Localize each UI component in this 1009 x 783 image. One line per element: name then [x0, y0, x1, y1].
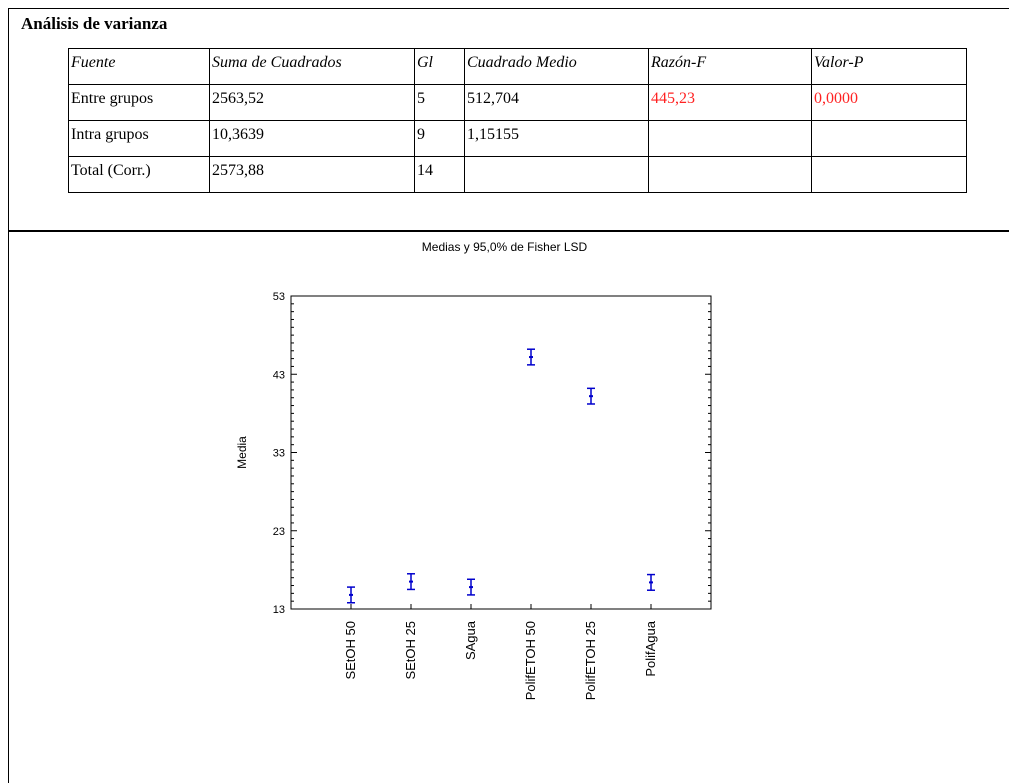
anova-header-row: Fuente Suma de Cuadrados Gl Cuadrado Med… — [68, 48, 967, 85]
y-axis-label: Media — [235, 436, 249, 469]
x-tick-label: SEtOH 25 — [403, 621, 418, 680]
cell-gl: 9 — [414, 120, 465, 157]
cell-cuadrado-medio — [464, 156, 649, 193]
anova-title: Análisis de varianza — [21, 14, 168, 33]
x-tick-label: SAgua — [463, 620, 478, 660]
x-tick-label: PolifETOH 25 — [583, 621, 598, 700]
table-row: Total (Corr.) 2573,88 14 — [68, 156, 967, 193]
header-fuente: Fuente — [68, 48, 210, 85]
section-divider — [8, 230, 1009, 232]
y-tick-label: 53 — [273, 291, 285, 303]
cell-valor-p: 0,0000 — [811, 84, 967, 121]
cell-valor-p — [811, 120, 967, 157]
cell-valor-p — [811, 156, 967, 193]
cell-cuadrado-medio: 1,15155 — [464, 120, 649, 157]
y-tick-label: 13 — [273, 604, 285, 616]
cell-suma-cuadrados: 10,3639 — [209, 120, 415, 157]
cell-fuente: Intra grupos — [68, 120, 210, 157]
header-cuadrado-medio: Cuadrado Medio — [464, 48, 649, 85]
cell-gl: 14 — [414, 156, 465, 193]
series-means — [347, 348, 655, 604]
table-row: Entre grupos 2563,52 5 512,704 445,23 0,… — [68, 84, 967, 121]
header-razon-f: Razón-F — [648, 48, 812, 85]
anova-table: Fuente Suma de Cuadrados Gl Cuadrado Med… — [68, 48, 967, 193]
y-axis: 13 23 33 43 53 — [273, 291, 711, 616]
report-frame — [8, 8, 1009, 783]
y-tick-label: 23 — [273, 526, 285, 538]
x-tick-label: PolifETOH 50 — [523, 621, 538, 700]
cell-razon-f: 445,23 — [648, 84, 812, 121]
x-axis: SEtOH 50 SEtOH 25 SAgua PolifETOH 50 PolifET… — [343, 604, 658, 700]
cell-gl: 5 — [414, 84, 465, 121]
chart-title: Medias y 95,0% de Fisher LSD — [421, 240, 588, 254]
y-tick-label: 43 — [273, 369, 285, 381]
cell-razon-f — [648, 156, 812, 193]
cell-razon-f — [648, 120, 812, 157]
plot-frame — [290, 295, 712, 610]
table-row: Intra grupos 10,3639 9 1,15155 — [68, 120, 967, 157]
cell-cuadrado-medio: 512,704 — [464, 84, 649, 121]
header-suma-cuadrados: Suma de Cuadrados — [209, 48, 415, 85]
y-tick-label: 33 — [273, 448, 285, 460]
x-tick-label: SEtOH 50 — [343, 621, 358, 680]
cell-suma-cuadrados: 2573,88 — [209, 156, 415, 193]
header-valor-p: Valor-P — [811, 48, 967, 85]
cell-fuente: Total (Corr.) — [68, 156, 210, 193]
x-tick-label: PolifAgua — [643, 620, 658, 676]
